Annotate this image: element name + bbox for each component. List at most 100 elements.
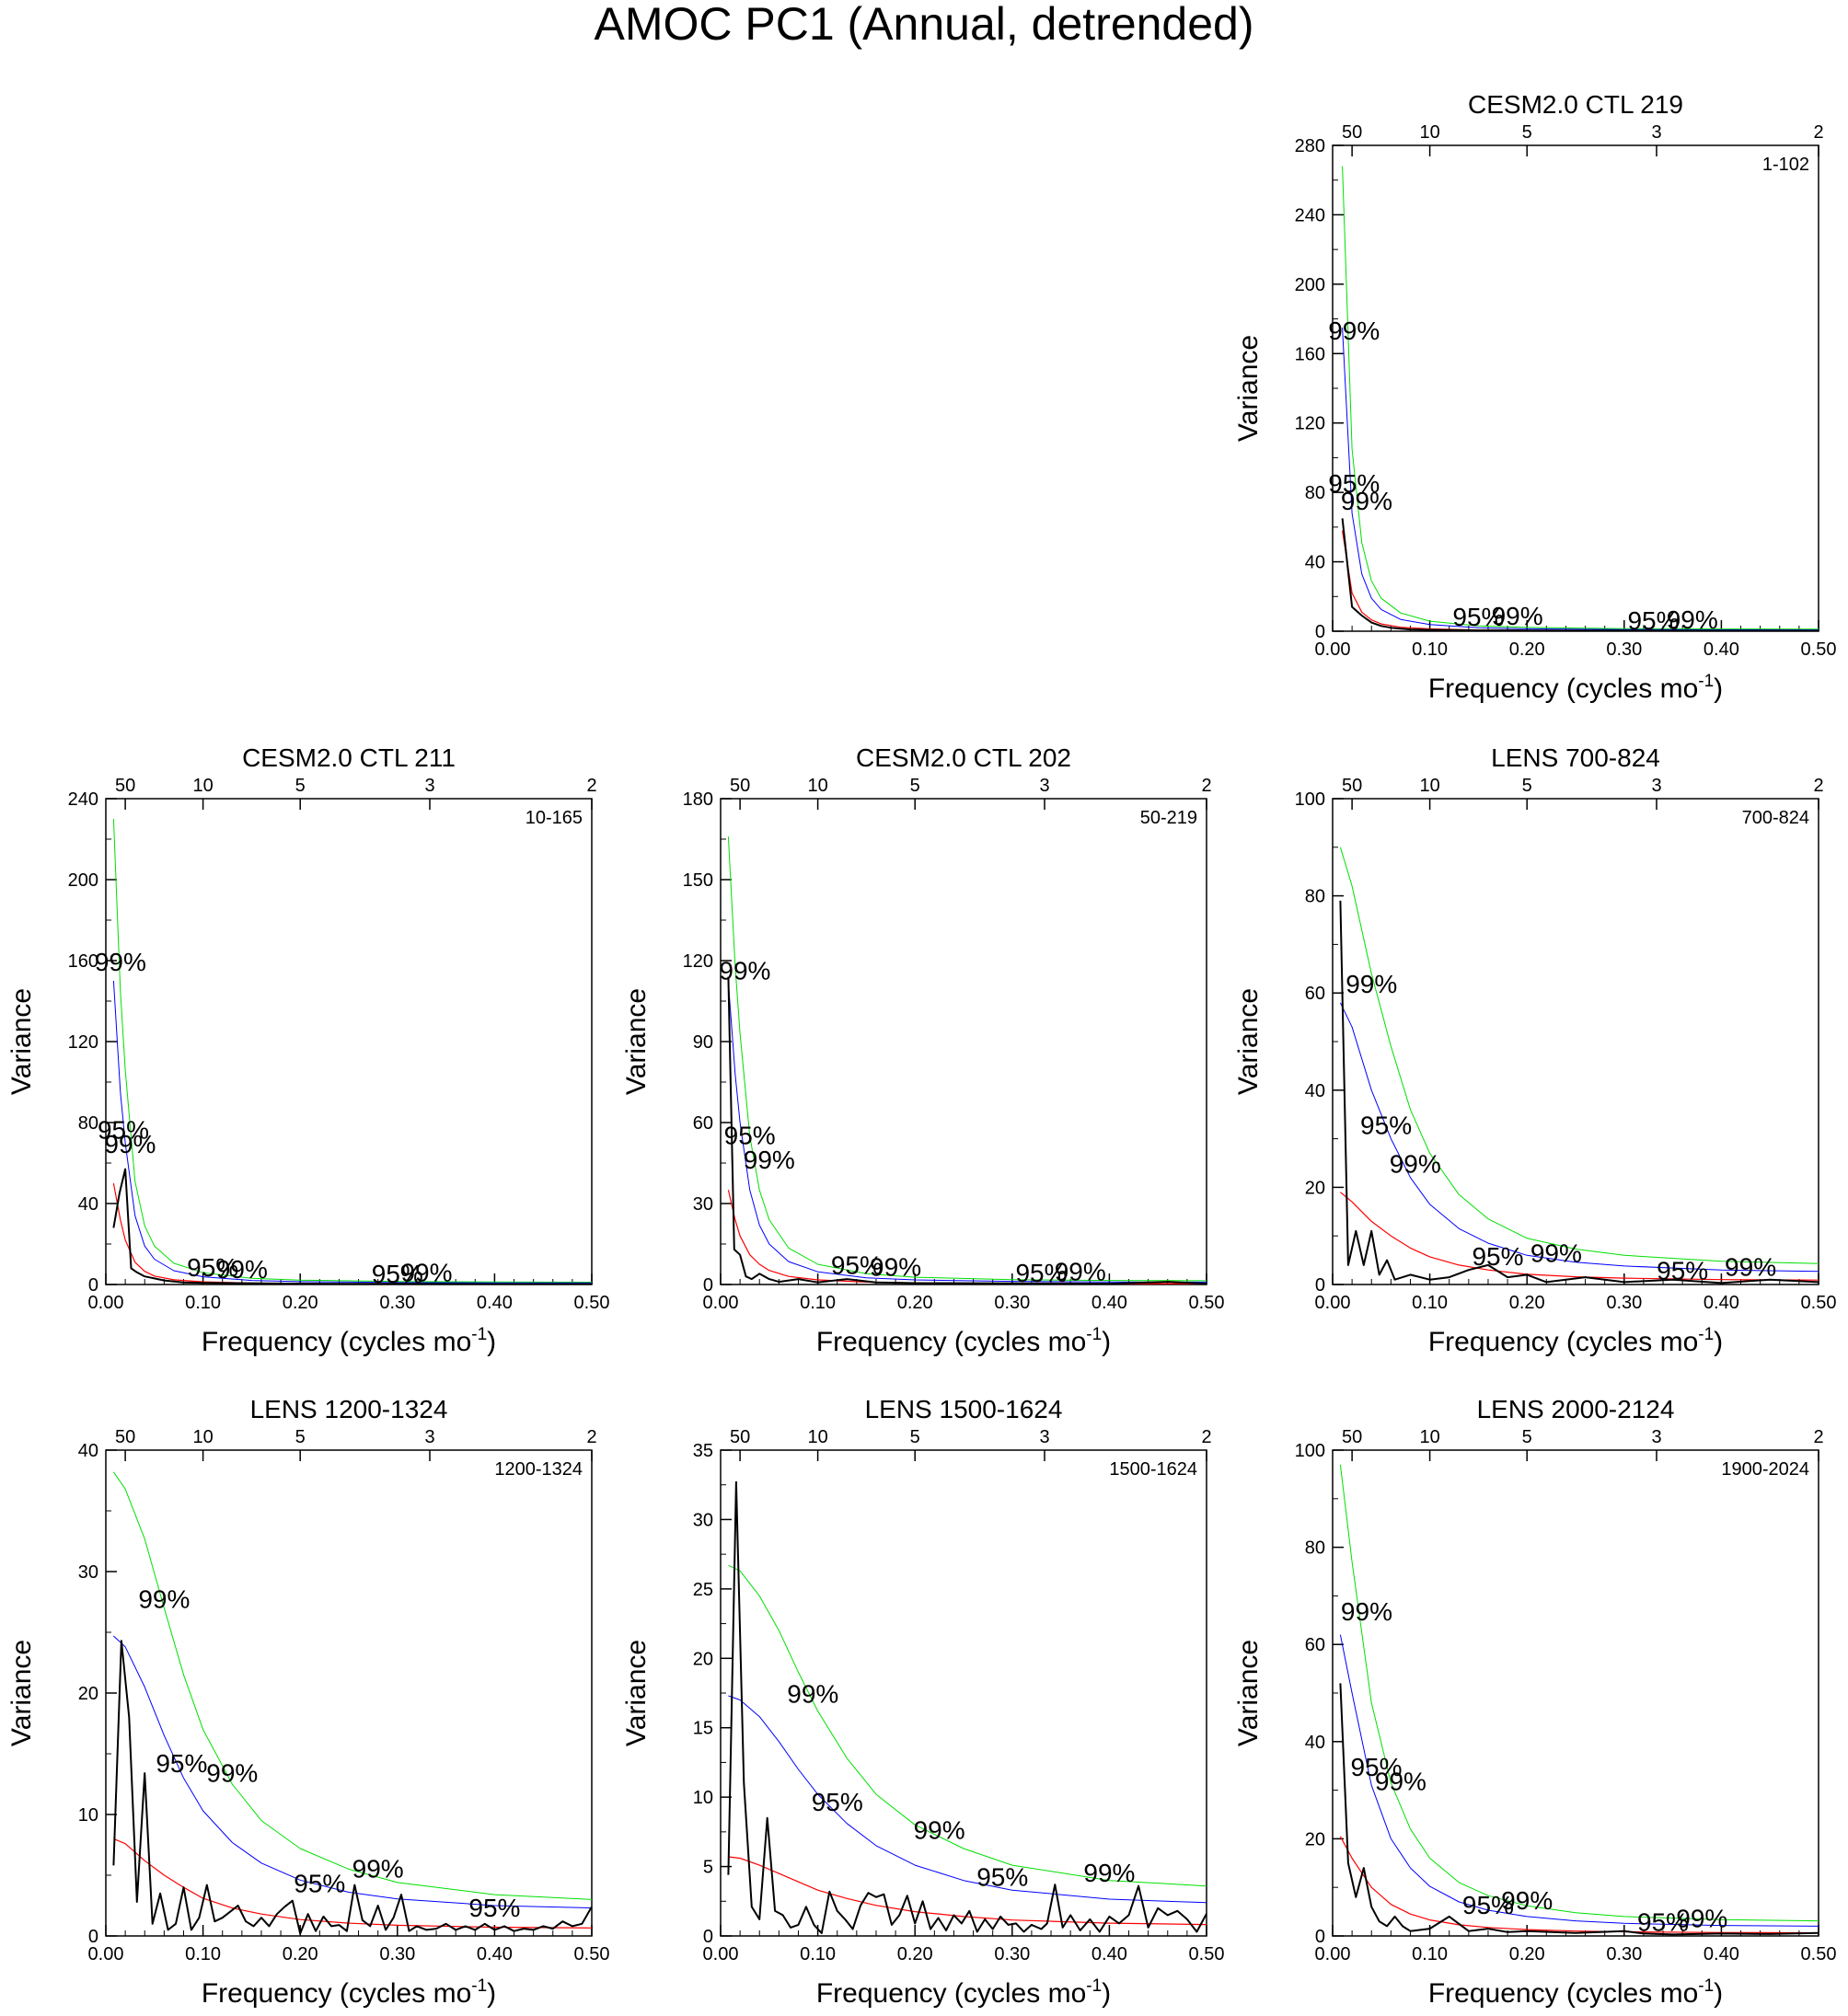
y-tick-label: 20 [1305,1829,1325,1849]
y-tick-label: 60 [1305,1635,1325,1655]
x-tick-label: 0.30 [994,1293,1030,1313]
range-label: 1-102 [1762,155,1809,175]
x-tick-label: 0.20 [897,1293,933,1313]
x-tick-label: 0.50 [1801,1293,1837,1313]
panel-title: CESM2.0 CTL 202 [856,743,1071,772]
y-tick-label: 200 [1295,275,1325,295]
x-tick-label: 0.10 [1412,1293,1448,1313]
y-tick-label: 5 [703,1858,713,1878]
x-tick-label: 0.20 [897,1944,933,1964]
x-axis-label: Frequency (cycles mo-1) [202,1325,496,1357]
y-tick-label: 30 [78,1562,98,1583]
p95-line [1339,1634,1819,1927]
x-tick-label: 0.00 [1315,1944,1351,1964]
red-noise-line [1340,1192,1819,1281]
p99-sig-label: 99% [104,1130,156,1158]
p95-line [1342,327,1819,631]
top-tick-label: 10 [192,776,213,796]
p99-sig-label: 99% [1501,1886,1553,1915]
range-label: 1500-1624 [1109,1459,1197,1480]
x-tick-label: 0.30 [1606,1293,1642,1313]
spectrum-line [727,976,1207,1284]
x-tick-label: 0.40 [1704,1944,1739,1964]
y-tick-label: 0 [703,1927,713,1947]
y-axis-label: Variance [6,1640,37,1746]
spectrum-line [112,1168,592,1284]
y-tick-label: 20 [693,1649,713,1669]
p95-line [113,1635,592,1909]
p95-line [727,982,1207,1283]
p95-sig-label: 95% [976,1863,1028,1892]
x-tick-label: 0.00 [1315,1293,1351,1313]
p99-sig-label: 99% [870,1253,921,1282]
y-tick-label: 240 [68,789,98,810]
panels: CESM2.0 CTL 219 1-102 0.00 0.10 0.20 0.30 0.40… [6,90,1836,2009]
y-axis-label: Variance [6,988,37,1095]
y-tick-label: 60 [1305,984,1325,1004]
panel-title: LENS 1200-1324 [250,1395,448,1423]
top-tick-label: 5 [910,1427,920,1447]
range-label: 1200-1324 [494,1459,583,1480]
x-tick-label: 0.00 [1315,639,1351,660]
y-tick-label: 80 [1305,483,1325,503]
p99-line [112,1471,592,1900]
panel-title: LENS 2000-2124 [1477,1395,1675,1423]
p95-line [1339,1002,1819,1273]
chart-panel-7: LENS 2000-2124 1900-2024 0.00 0.10 0.20 0.30 0… [1233,1395,1836,2009]
top-tick-label: 50 [115,1427,135,1447]
top-tick-label: 5 [1522,122,1532,143]
chart-panel-2: CESM2.0 CTL 211 10-165 0.00 0.10 0.20 0.30 0.4… [6,743,609,1357]
p99-sig-label: 99% [1530,1239,1582,1268]
y-tick-label: 60 [693,1113,713,1134]
x-tick-label: 0.40 [1704,1293,1739,1313]
x-tick-label: 0.40 [1704,639,1739,660]
p95-sig-label: 95% [1328,469,1380,498]
top-tick-label: 2 [1201,776,1211,796]
plot-frame [1332,1449,1819,1937]
p95-line [112,980,592,1284]
x-tick-label: 0.40 [477,1293,513,1313]
p99-sig-label: 99% [216,1255,268,1284]
p95-sig-label: 95% [187,1253,238,1282]
x-tick-label: 0.20 [283,1293,318,1313]
top-tick-label: 3 [1039,776,1049,796]
y-tick-label: 10 [78,1805,98,1826]
p95-sig-label: 95% [1637,1908,1689,1937]
y-tick-label: 0 [703,1275,713,1296]
top-tick-label: 3 [424,1427,434,1447]
top-tick-label: 50 [730,776,750,796]
p95-sig-label: 95% [1015,1259,1067,1287]
x-tick-label: 0.30 [1606,639,1642,660]
top-tick-label: 5 [295,1427,306,1447]
spectrum-line [112,1640,592,1935]
p99-line [1342,166,1819,630]
p99-sig-label: 99% [1375,1768,1426,1796]
p99-sig-label: 99% [787,1680,838,1709]
y-tick-label: 240 [1295,205,1325,225]
p95-sig-label: 95% [724,1121,776,1149]
p95-line [728,1695,1207,1904]
p99-sig-label: 99% [1328,317,1380,345]
x-tick-label: 0.30 [379,1293,415,1313]
chart-panel-3: CESM2.0 CTL 202 50-219 0.00 0.10 0.20 0.30 0.4… [621,743,1224,1357]
p99-sig-label: 99% [1667,605,1718,634]
y-tick-label: 100 [1295,1441,1325,1461]
x-tick-label: 0.20 [1509,1293,1545,1313]
range-label: 700-824 [1742,808,1809,828]
x-tick-label: 0.50 [1189,1293,1225,1313]
red-noise-line [728,1856,1207,1926]
x-axis-label: Frequency (cycles mo-1) [202,1976,496,2009]
y-tick-label: 160 [1295,344,1325,364]
top-tick-label: 10 [807,776,827,796]
x-tick-label: 0.10 [1412,639,1448,660]
y-axis-label: Variance [621,1640,652,1746]
p95-sig-label: 95% [98,1116,149,1145]
x-axis-label: Frequency (cycles mo-1) [1428,672,1723,704]
p99-line [727,836,1207,1282]
y-tick-label: 90 [693,1032,713,1053]
spectrum-line [727,1480,1207,1934]
x-tick-label: 0.00 [703,1293,739,1313]
p95-sig-label: 95% [1350,1753,1402,1781]
panel-title: CESM2.0 CTL 211 [242,743,456,772]
top-tick-label: 2 [1201,1427,1211,1447]
